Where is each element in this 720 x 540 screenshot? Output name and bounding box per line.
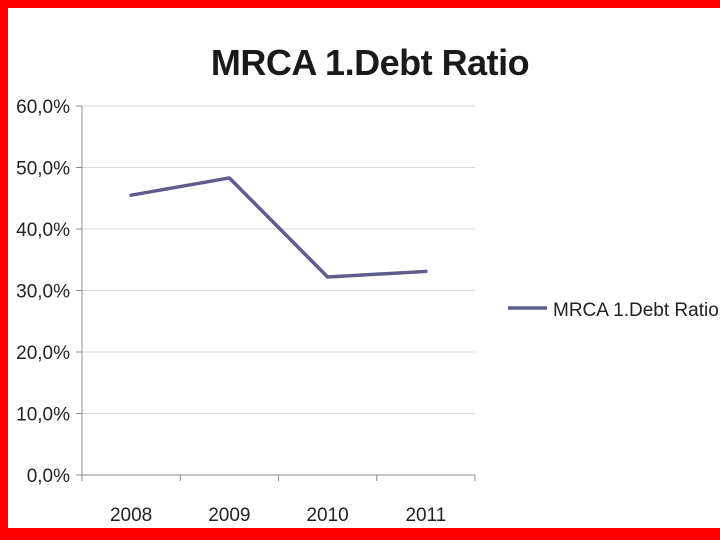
legend: MRCA 1.Debt Ratio (508, 300, 719, 321)
y-tick-label: 60,0% (16, 97, 70, 118)
x-tick-labels: 2008 2009 2010 2011 (110, 505, 446, 526)
gridlines (82, 105, 475, 414)
legend-label: MRCA 1.Debt Ratio (553, 300, 719, 321)
y-tick-label: 50,0% (16, 159, 70, 180)
y-tick-label: 0,0% (27, 466, 70, 487)
y-tick-label: 10,0% (16, 405, 70, 426)
x-tick-label: 2010 (306, 505, 348, 526)
x-tick-label: 2011 (405, 505, 446, 526)
chart-title: MRCA 1.Debt Ratio (210, 42, 530, 83)
x-tick-label: 2009 (208, 505, 250, 526)
y-tick-label: 40,0% (16, 220, 70, 241)
y-tick-label: 30,0% (16, 282, 70, 303)
axes (76, 105, 476, 481)
y-tick-labels: 0,0% 10,0% 20,0% 30,0% 40,0% 50,0% 60,0% (16, 97, 70, 487)
series-lines (129, 176, 428, 279)
chart-frame: MRCA 1.Debt Ratio (8, 8, 720, 528)
x-tick-label: 2008 (110, 505, 152, 526)
y-tick-label: 20,0% (16, 343, 70, 364)
series-line (129, 176, 428, 279)
